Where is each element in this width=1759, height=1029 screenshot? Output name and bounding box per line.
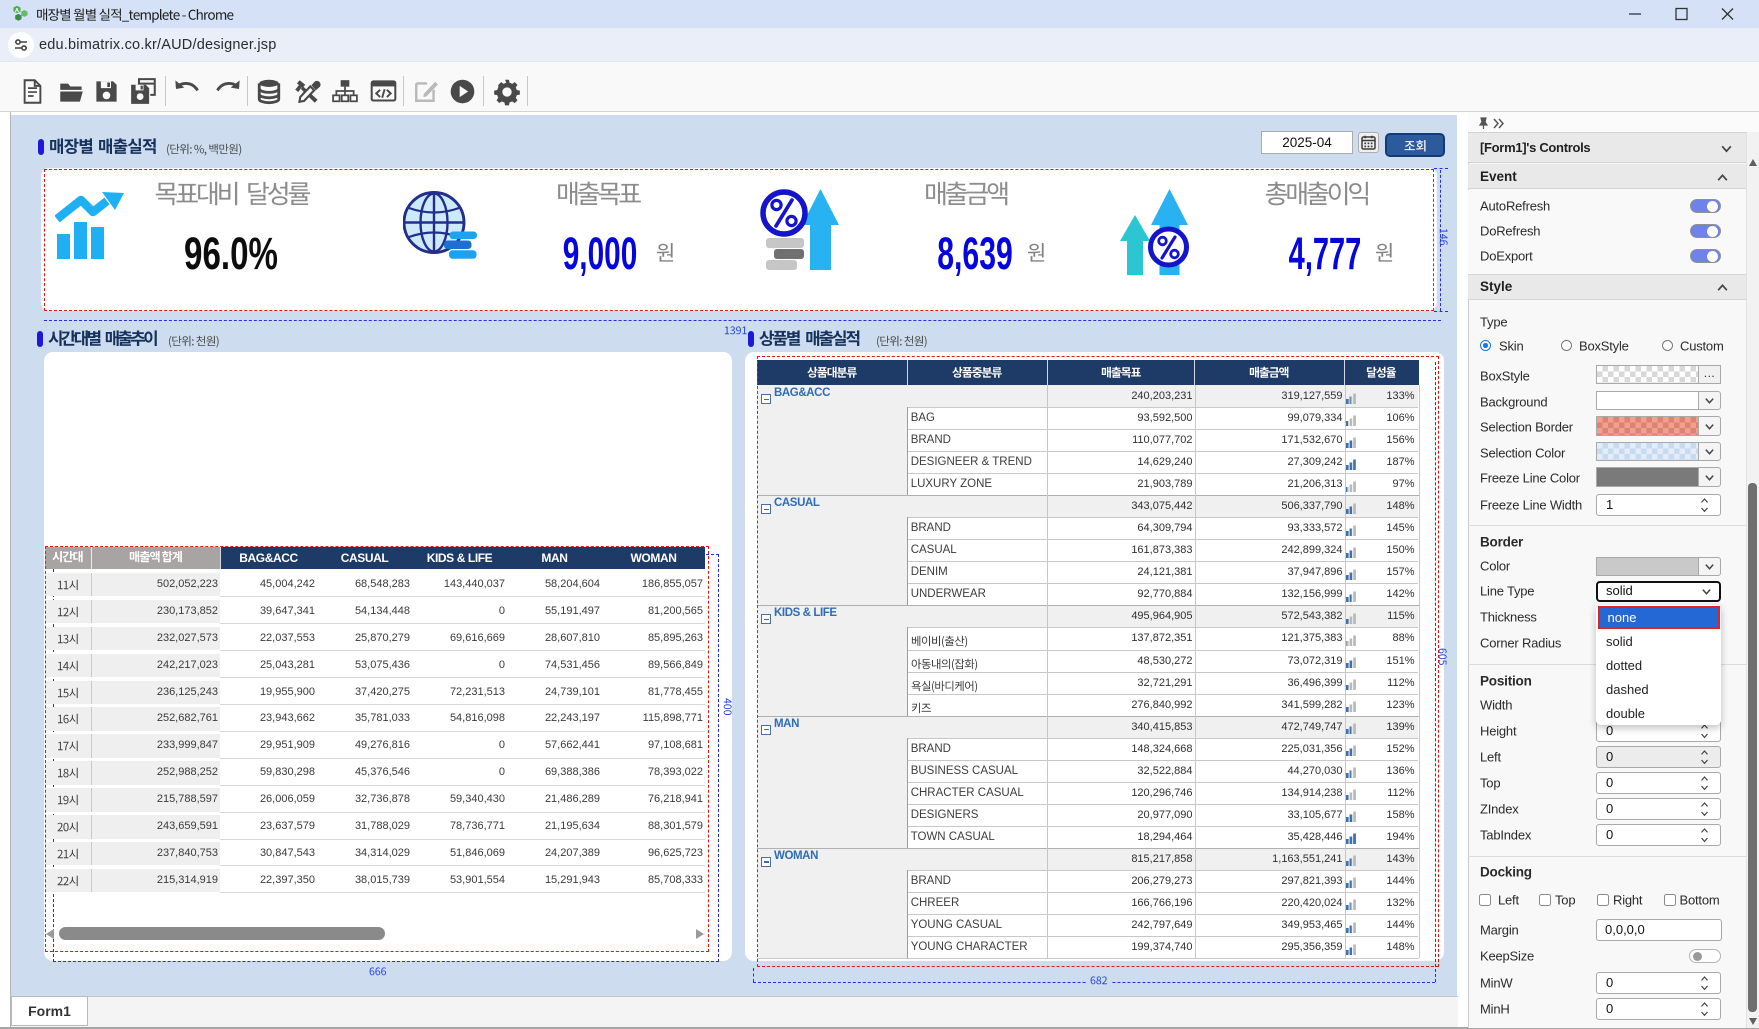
svg-text:A: A <box>15 8 19 14</box>
